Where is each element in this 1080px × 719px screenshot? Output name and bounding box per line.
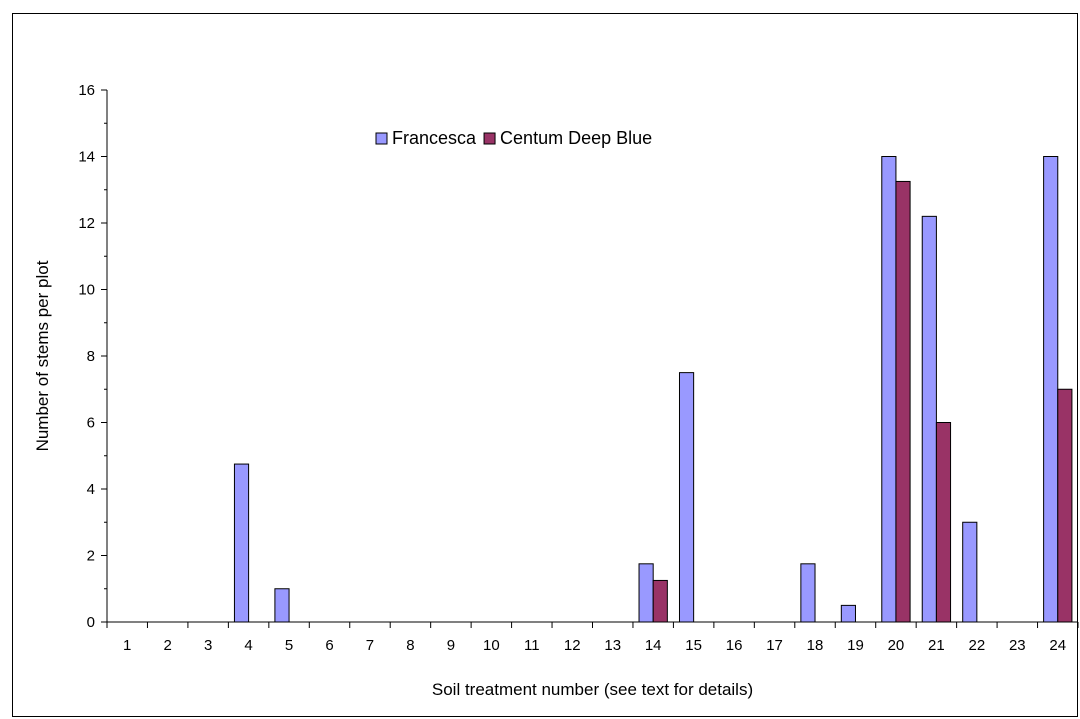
x-axis-ticks: 1 2 3 4 5 6 7 8 9 10 11 12 13 14 15 16 17 18 19 20 21 22 23 24 <box>106 622 1079 654</box>
x-tick-label: 17 <box>766 637 783 654</box>
y-tick-label: 0 <box>87 614 95 631</box>
x-tick-label: 8 <box>406 637 414 654</box>
y-tick-label: 4 <box>87 481 95 498</box>
y-tick-label: 14 <box>78 149 95 166</box>
y-tick-label: 16 <box>78 82 95 99</box>
bar-francesca-24 <box>1043 156 1059 623</box>
legend-swatch-francesca <box>375 132 388 145</box>
x-tick-label: 11 <box>524 637 540 654</box>
x-tick-label: 9 <box>447 637 455 654</box>
x-tick-label: 20 <box>888 637 905 654</box>
y-tick-label: 2 <box>87 548 95 565</box>
legend: Francesca Centum Deep Blue <box>375 128 652 148</box>
legend-label-francesca: Francesca <box>392 128 477 148</box>
x-tick-label: 13 <box>604 637 621 654</box>
bars <box>233 156 1073 623</box>
bar-francesca-19 <box>840 604 856 623</box>
x-tick-label: 2 <box>164 637 172 654</box>
x-tick-label: 1 <box>123 637 131 654</box>
y-tick-label: 8 <box>87 348 95 365</box>
x-tick-label: 14 <box>645 637 662 654</box>
bar-francesca-15 <box>678 372 695 623</box>
bar-francesca-21 <box>921 215 937 623</box>
bar-centum-deep-blue-24 <box>1057 388 1073 623</box>
bar-francesca-4 <box>233 463 250 623</box>
x-tick-label: 3 <box>204 637 212 654</box>
bar-francesca-14 <box>638 563 654 623</box>
bar-francesca-22 <box>962 521 978 623</box>
x-tick-label: 10 <box>483 637 500 654</box>
x-tick-label: 19 <box>847 637 864 654</box>
x-tick-label: 12 <box>564 637 581 654</box>
x-tick-label: 18 <box>807 637 824 654</box>
y-axis-title: Number of stems per plot <box>33 260 52 451</box>
y-tick-label: 6 <box>87 415 95 432</box>
x-tick-label: 24 <box>1049 637 1066 654</box>
y-tick-label: 10 <box>78 282 95 299</box>
x-tick-label: 5 <box>285 637 293 654</box>
x-tick-label: 15 <box>685 637 702 654</box>
x-tick-label: 21 <box>928 637 945 654</box>
legend-swatch-centum-deep-blue <box>483 132 496 145</box>
x-tick-label: 6 <box>325 637 333 654</box>
bar-francesca-5 <box>274 588 290 623</box>
y-tick-label: 12 <box>78 215 95 232</box>
x-tick-label: 16 <box>726 637 743 654</box>
x-tick-label: 7 <box>366 637 374 654</box>
bar-centum-deep-blue-14 <box>652 579 668 623</box>
bar-francesca-18 <box>800 563 816 623</box>
bar-francesca-20 <box>881 156 897 623</box>
bar-centum-deep-blue-20 <box>895 180 911 623</box>
bar-centum-deep-blue-21 <box>935 422 952 623</box>
x-tick-label: 23 <box>1009 637 1026 654</box>
legend-label-centum-deep-blue: Centum Deep Blue <box>500 128 652 148</box>
y-axis-ticks: 0 2 4 6 8 10 12 14 16 <box>78 82 107 631</box>
x-tick-label: 22 <box>969 637 986 654</box>
x-axis-title: Soil treatment number (see text for deta… <box>432 680 753 699</box>
x-tick-label: 4 <box>244 637 252 654</box>
